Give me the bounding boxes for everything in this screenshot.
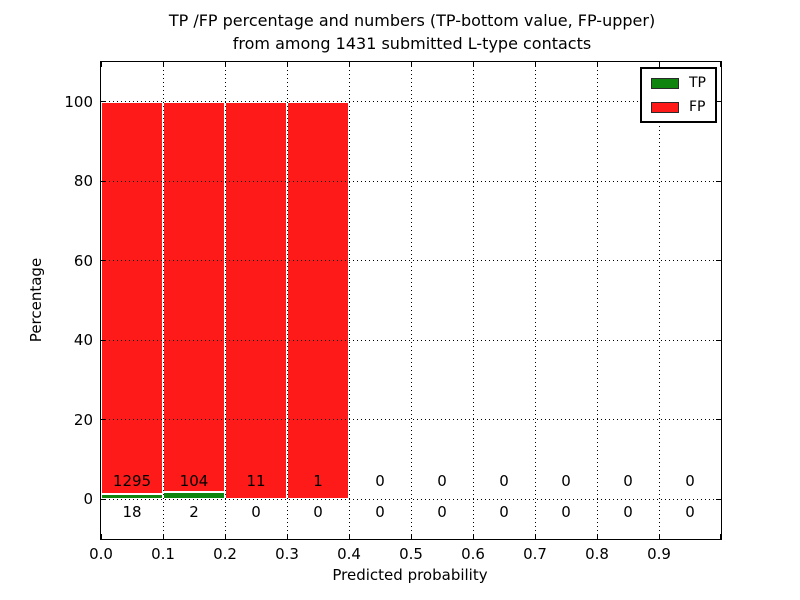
fp-count-label: 0 <box>375 472 385 491</box>
chart-title-line2: from among 1431 submitted L-type contact… <box>232 34 592 53</box>
bar-fp <box>163 101 225 492</box>
chart-title-line1: TP /FP percentage and numbers (TP-bottom… <box>168 11 656 30</box>
x-tick-label: 0.9 <box>647 545 671 563</box>
bar-fp <box>225 101 287 500</box>
legend-swatch-tp <box>651 77 679 89</box>
gridline-vertical <box>286 62 288 539</box>
legend-label-tp: TP <box>689 75 706 91</box>
fp-count-label: 0 <box>437 472 447 491</box>
gridline-horizontal <box>101 180 721 182</box>
x-tick-label: 0.5 <box>399 545 423 563</box>
x-tick-label: 0.0 <box>89 545 113 563</box>
fp-count-label: 0 <box>685 472 695 491</box>
x-tick-label: 0.8 <box>585 545 609 563</box>
x-tick-label: 0.7 <box>523 545 547 563</box>
tp-count-label: 2 <box>189 503 199 522</box>
gridline-horizontal <box>101 339 721 341</box>
fp-count-label: 0 <box>623 472 633 491</box>
x-tick-mark-top <box>101 62 102 67</box>
x-tick-label: 0.4 <box>337 545 361 563</box>
tp-count-label: 0 <box>437 503 447 522</box>
gridline-horizontal <box>101 419 721 421</box>
gridline-vertical <box>472 62 474 539</box>
tp-count-label: 0 <box>251 503 261 522</box>
gridline-horizontal <box>101 498 721 500</box>
gridline-vertical <box>348 62 350 539</box>
fp-count-label: 0 <box>499 472 509 491</box>
fp-count-label: 11 <box>246 472 266 491</box>
bar-fp <box>287 101 349 500</box>
fp-count-label: 0 <box>561 472 571 491</box>
tp-count-label: 18 <box>122 503 142 522</box>
x-tick-mark <box>720 534 721 539</box>
x-axis-label: Predicted probability <box>332 566 488 584</box>
fp-count-label: 104 <box>179 472 209 491</box>
gridline-vertical <box>596 62 598 539</box>
x-tick-label: 0.3 <box>275 545 299 563</box>
legend: TP FP <box>640 67 717 123</box>
tp-count-label: 0 <box>623 503 633 522</box>
x-tick-mark-top <box>720 62 721 67</box>
gridline-vertical <box>162 62 164 539</box>
x-tick-label: 0.6 <box>461 545 485 563</box>
y-tick-label: 80 <box>73 172 93 191</box>
x-tick-mark <box>101 534 102 539</box>
fp-count-label: 1 <box>313 472 323 491</box>
gridline-horizontal <box>101 260 721 262</box>
tp-count-label: 0 <box>561 503 571 522</box>
plot-area: 1295 18 104 2 11 0 1 0 0 0 0 0 0 0 0 0 0 0 0 0 0.0 0.1 0.2 0.3 0… <box>64 61 722 563</box>
legend-swatch-fp <box>651 101 679 113</box>
y-axis-label: Percentage <box>27 257 45 343</box>
legend-label-fp: FP <box>689 99 706 115</box>
chart-title: TP /FP percentage and numbers (TP-bottom… <box>169 9 655 55</box>
tp-count-label: 0 <box>313 503 323 522</box>
tp-count-label: 0 <box>499 503 509 522</box>
gridline-vertical <box>224 62 226 539</box>
y-tick-label: 20 <box>73 410 93 429</box>
x-tick-label: 0.1 <box>151 545 175 563</box>
legend-entry-tp: TP <box>651 76 706 90</box>
x-tick-label: 0.2 <box>213 545 237 563</box>
tp-count-label: 0 <box>685 503 695 522</box>
legend-entry-fp: FP <box>651 100 706 114</box>
y-tick-label: 0 <box>83 490 93 509</box>
bar-fp <box>101 101 163 494</box>
fp-count-label: 1295 <box>112 472 152 491</box>
gridline-vertical <box>534 62 536 539</box>
y-tick-label: 100 <box>64 92 93 111</box>
y-tick-label: 40 <box>73 331 93 350</box>
y-tick-label: 60 <box>73 251 93 270</box>
gridline-vertical <box>410 62 412 539</box>
gridline-vertical <box>658 62 660 539</box>
gridline-horizontal <box>101 101 721 103</box>
tp-count-label: 0 <box>375 503 385 522</box>
